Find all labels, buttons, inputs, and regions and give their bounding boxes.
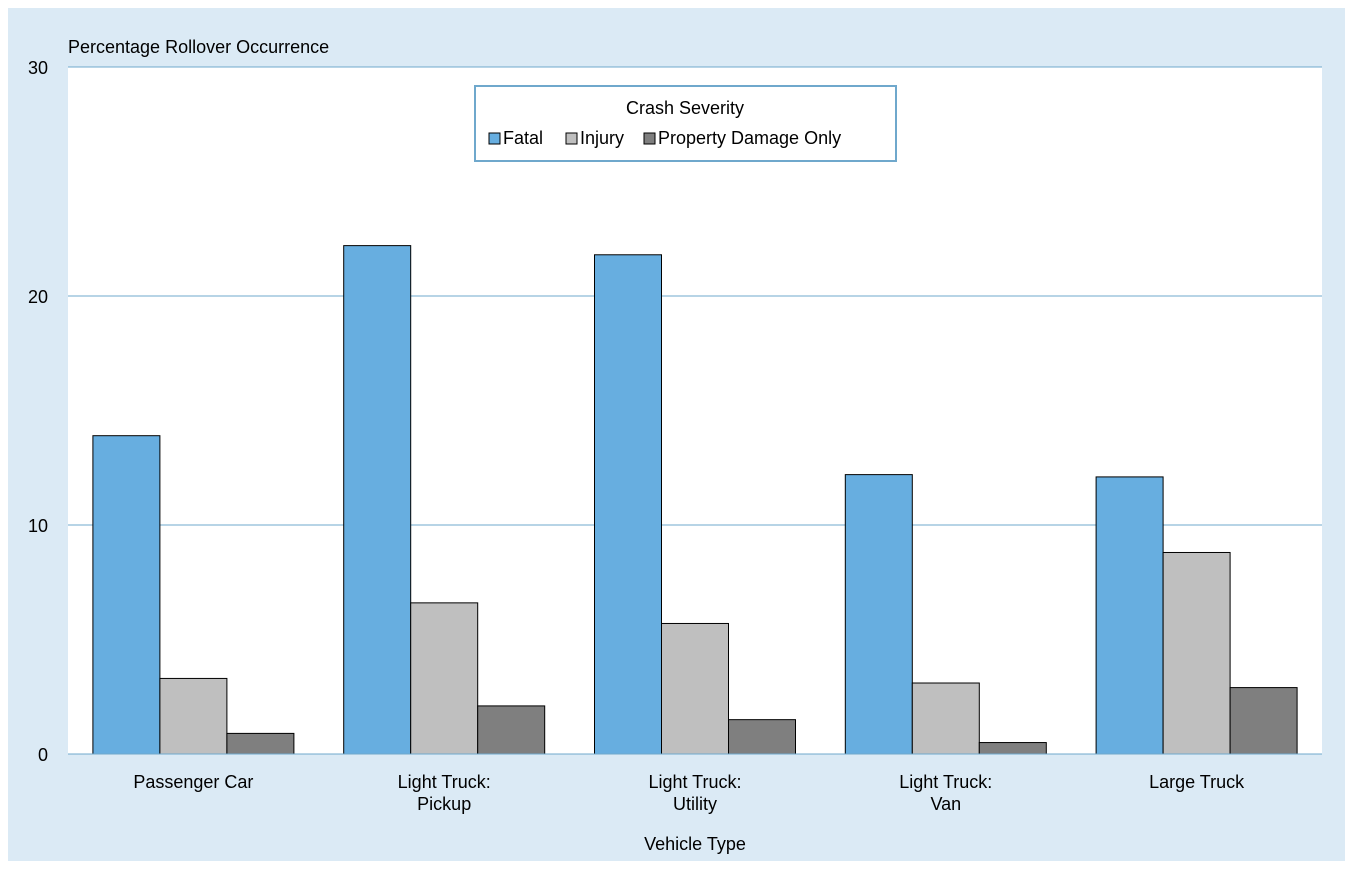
bar-fatal-large-truck — [1095, 476, 1164, 755]
x-tick-line: Van — [930, 794, 961, 814]
y-tick-label-30: 30 — [28, 58, 48, 78]
x-axis-label: Vehicle Type — [644, 834, 746, 854]
x-tick-label-light-truck-pickup: Light Truck: Pickup — [398, 772, 491, 814]
bar-property-damage-only-light-truck-van — [978, 742, 1047, 755]
x-tick-line: Passenger Car — [133, 772, 253, 792]
bar-property-damage-only-large-truck — [1229, 687, 1298, 755]
y-tick-label-10: 10 — [28, 516, 48, 536]
legend-box — [474, 85, 897, 162]
legend-items: Fatal Injury Property Damage Only — [488, 128, 841, 148]
bar-injury-large-truck — [1162, 551, 1231, 755]
bar-injury-passenger-car — [159, 677, 228, 755]
y-tick-label-20: 20 — [28, 287, 48, 307]
y-tick-labels: 0 10 20 30 — [28, 58, 48, 765]
x-tick-label-large-truck: Large Truck — [1149, 772, 1245, 792]
legend-swatch-injury — [565, 132, 578, 145]
bar-injury-light-truck-van — [911, 682, 980, 755]
x-tick-line: Large Truck — [1149, 772, 1245, 792]
bars — [92, 245, 1298, 755]
legend: Crash Severity Fatal Injury Property Damag… — [474, 85, 897, 162]
x-tick-line: Light Truck: — [648, 772, 741, 792]
bar-property-damage-only-passenger-car — [226, 732, 295, 755]
x-tick-line: Light Truck: — [398, 772, 491, 792]
x-tick-label-light-truck-van: Light Truck: Van — [899, 772, 992, 814]
legend-swatch-fatal — [488, 132, 501, 145]
x-tick-line: Pickup — [417, 794, 471, 814]
legend-label-injury: Injury — [580, 128, 624, 148]
y-tick-label-0: 0 — [38, 745, 48, 765]
x-tick-label-light-truck-utility: Light Truck: Utility — [648, 772, 741, 814]
bar-fatal-passenger-car — [92, 435, 161, 755]
bar-injury-light-truck-pickup — [410, 602, 479, 755]
legend-label-property-damage-only: Property Damage Only — [658, 128, 841, 148]
legend-title: Crash Severity — [626, 98, 744, 118]
bar-fatal-light-truck-pickup — [343, 245, 412, 755]
legend-swatch-property-damage-only — [643, 132, 656, 145]
bar-fatal-light-truck-utility — [594, 254, 662, 755]
bar-injury-light-truck-utility — [661, 622, 729, 755]
bar-property-damage-only-light-truck-utility — [728, 719, 796, 755]
chart-frame: 0 10 20 30 Passenger Car Light Truck: Pickup L… — [8, 8, 1345, 861]
bar-fatal-light-truck-van — [844, 474, 913, 755]
legend-label-fatal: Fatal — [503, 128, 543, 148]
x-tick-line: Utility — [673, 794, 717, 814]
bar-property-damage-only-light-truck-pickup — [477, 705, 546, 755]
x-tick-line: Light Truck: — [899, 772, 992, 792]
x-tick-label-passenger-car: Passenger Car — [133, 772, 253, 792]
y-axis-label: Percentage Rollover Occurrence — [68, 37, 329, 57]
